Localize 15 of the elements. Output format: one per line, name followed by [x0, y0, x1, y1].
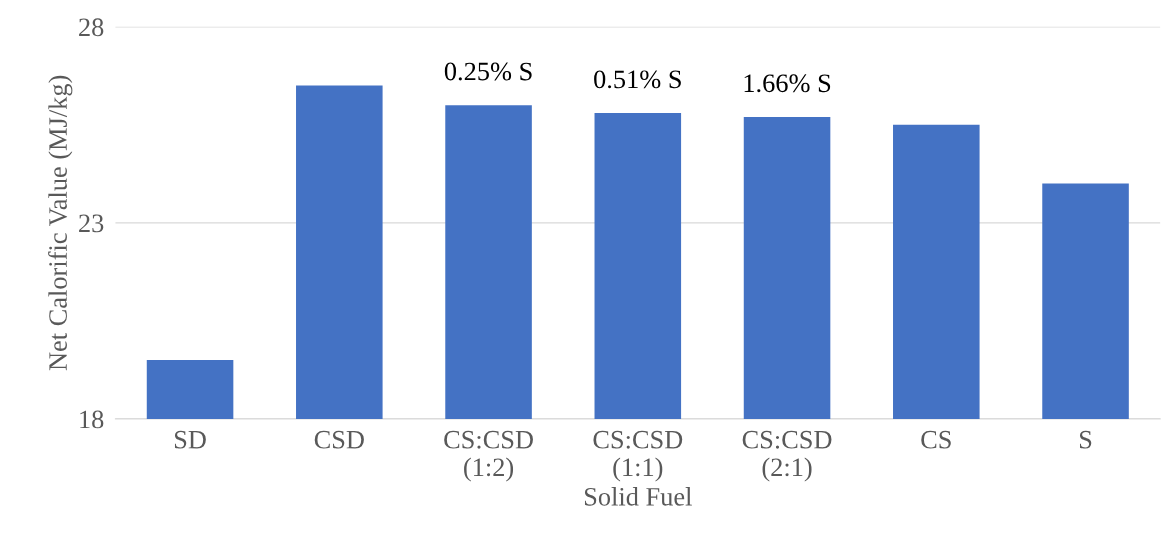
annotation: 1.66% S [744, 74, 831, 93]
annotation: 0.25% S [444, 62, 532, 81]
x-axis-title: Solid Fuel [584, 487, 692, 506]
x-tick-label: CS [921, 430, 951, 449]
y-tick-label: 28 [79, 18, 104, 37]
y-tick-label: 23 [79, 214, 104, 233]
x-tick-label: CS:CSD (2:1) [742, 430, 832, 482]
annotation: 0.51% S [594, 70, 681, 89]
y-tick-label: 18 [80, 410, 104, 429]
x-tick-label: SD [174, 430, 206, 449]
x-tick-label: CS:CSD (1:2) [444, 430, 533, 482]
y-axis-title: Net Calorific Value (MJ/kg) [48, 75, 73, 371]
x-tick-label: CS:CSD (1:1) [593, 430, 683, 482]
x-tick-label: CSD [314, 430, 364, 449]
x-tick-label: S [1079, 430, 1092, 449]
